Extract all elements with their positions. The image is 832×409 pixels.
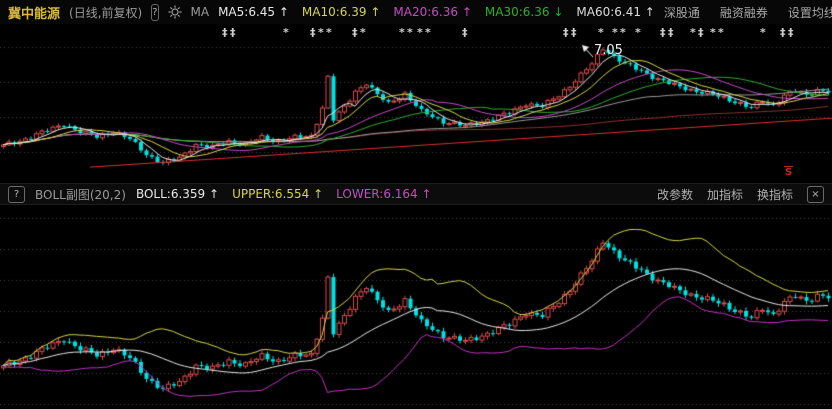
help-icon[interactable]: ? bbox=[151, 3, 159, 21]
event-marker-icon[interactable]: ‡ bbox=[668, 26, 674, 39]
up-arrow-icon: ↑ bbox=[461, 5, 472, 19]
up-arrow-icon: ↑ bbox=[370, 5, 381, 19]
boll-readout-upper: UPPER:6.554 ↑ bbox=[232, 187, 324, 201]
boll-readout-boll: BOLL:6.359 ↑ bbox=[135, 187, 220, 201]
add-indicator-button[interactable]: 加指标 bbox=[706, 187, 743, 202]
ma-readout-ma10: MA10:6.39 ↑ bbox=[301, 5, 381, 19]
indicator-actions: 改参数 加指标 换指标 × bbox=[656, 185, 824, 203]
event-marker-icon[interactable]: ‡ bbox=[780, 26, 786, 39]
price-annotation: 7.05 bbox=[594, 43, 623, 58]
event-marker-icon[interactable]: * bbox=[690, 26, 696, 39]
event-marker-icon[interactable]: * bbox=[399, 26, 405, 39]
event-marker-icon[interactable]: ‡ bbox=[310, 26, 316, 39]
link-shenzhen-connect[interactable]: 深股通 bbox=[663, 5, 700, 20]
event-marker-icon[interactable]: ‡ bbox=[563, 26, 569, 39]
chart-header: 冀中能源 (日线,前复权) ? MA MA5:6.45 ↑ MA10:6.39 ↑… bbox=[0, 0, 832, 24]
ma-group-label: MA bbox=[190, 5, 210, 19]
up-arrow-icon: ↑ bbox=[313, 187, 324, 201]
ma-readout-ma60: MA60:6.41 ↑ bbox=[576, 5, 655, 19]
event-marker-icon[interactable]: ‡ bbox=[222, 26, 228, 39]
event-marker-icon[interactable]: * bbox=[612, 26, 618, 39]
ma-readout-ma20: MA20:6.36 ↑ bbox=[393, 5, 472, 19]
up-arrow-icon: ↑ bbox=[421, 187, 432, 201]
event-marker-icon[interactable]: * bbox=[360, 26, 366, 39]
event-marker-icon[interactable]: * bbox=[710, 26, 716, 39]
boll-chart-canvas[interactable] bbox=[0, 205, 832, 409]
event-marker-icon[interactable]: ‡ bbox=[462, 26, 468, 39]
event-marker-icon[interactable]: * bbox=[318, 26, 324, 39]
event-marker-icon[interactable]: * bbox=[425, 26, 431, 39]
up-arrow-icon: ↑ bbox=[209, 187, 220, 201]
event-marker-icon[interactable]: ‡ bbox=[352, 26, 358, 39]
event-marker-icon[interactable]: * bbox=[283, 26, 289, 39]
event-marker-icon[interactable]: ‡ bbox=[230, 26, 236, 39]
event-marker-icon[interactable]: * bbox=[718, 26, 724, 39]
event-marker-icon[interactable]: ‡ bbox=[788, 26, 794, 39]
event-marker-icon[interactable]: ‡ bbox=[571, 26, 577, 39]
event-marker-icon[interactable]: * bbox=[407, 26, 413, 39]
settings-gear-icon[interactable] bbox=[168, 5, 182, 19]
help-icon[interactable]: ? bbox=[8, 185, 25, 203]
event-marker-icon[interactable]: * bbox=[620, 26, 626, 39]
change-params-button[interactable]: 改参数 bbox=[656, 187, 693, 202]
close-icon[interactable]: × bbox=[807, 185, 824, 203]
stock-name: 冀中能源 bbox=[8, 6, 61, 22]
main-chart-canvas[interactable] bbox=[0, 24, 832, 183]
up-arrow-icon: ↑ bbox=[278, 5, 289, 19]
boll-readouts: BOLL:6.359 ↑ UPPER:6.554 ↑ LOWER:6.164 ↑ bbox=[136, 187, 432, 201]
event-marker-icon[interactable]: ‡ bbox=[698, 26, 704, 39]
ma-settings-button[interactable]: 设置均线▾ bbox=[787, 5, 832, 20]
event-marker-icon[interactable]: ‡ bbox=[660, 26, 666, 39]
indicator-bar: ? BOLL副图(20,2) BOLL:6.359 ↑ UPPER:6.554 ↑… bbox=[0, 183, 832, 205]
event-marker-icon[interactable]: * bbox=[326, 26, 332, 39]
event-marker-icon[interactable]: * bbox=[417, 26, 423, 39]
period-label: (日线,前复权) bbox=[69, 5, 143, 20]
event-marker-icon[interactable]: * bbox=[635, 26, 641, 39]
header-links: 深股通 融资融券 设置均线▾ bbox=[664, 4, 832, 21]
link-margin-trading[interactable]: 融资融券 bbox=[719, 5, 768, 20]
down-arrow-icon: ↓ bbox=[553, 5, 564, 19]
boll-readout-lower: LOWER:6.164 ↑ bbox=[336, 187, 432, 201]
indicator-params: (20,2) bbox=[89, 187, 126, 202]
up-arrow-icon: ↑ bbox=[644, 5, 655, 19]
event-marker-icon[interactable]: * bbox=[598, 26, 604, 39]
ma-readouts: MA5:6.45 ↑ MA10:6.39 ↑ MA20:6.36 ↑ MA30:6.3… bbox=[218, 5, 655, 19]
ma-readout-ma5: MA5:6.45 ↑ bbox=[218, 5, 289, 19]
event-marker-icon[interactable]: * bbox=[760, 26, 766, 39]
event-marker-s[interactable]: S bbox=[784, 166, 794, 178]
ma-readout-ma30: MA30:6.36 ↓ bbox=[484, 5, 564, 19]
indicator-name: BOLL副图(20,2) bbox=[35, 187, 126, 202]
switch-indicator-button[interactable]: 换指标 bbox=[756, 187, 793, 202]
